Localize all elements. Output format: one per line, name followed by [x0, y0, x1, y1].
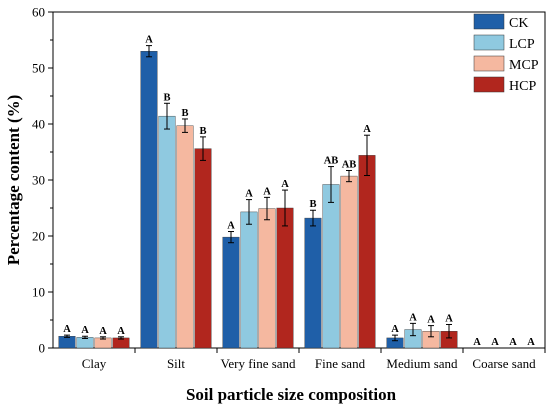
bar-ck — [222, 236, 240, 349]
significance-label: B — [199, 126, 206, 137]
x-category-label: Silt — [167, 356, 185, 371]
significance-label: A — [509, 337, 517, 348]
significance-label: A — [409, 312, 417, 323]
significance-label: AB — [324, 156, 339, 167]
legend-label: MCP — [509, 58, 539, 73]
bar-lcp — [240, 211, 258, 349]
bar-hcp — [358, 155, 376, 349]
significance-label: A — [117, 326, 125, 337]
bar-ck — [58, 336, 76, 349]
bar-ck — [140, 51, 158, 349]
x-category-label: Clay — [82, 356, 107, 371]
legend-swatch-mcp — [473, 55, 505, 72]
bar-hcp — [194, 148, 212, 349]
significance-label: B — [309, 199, 316, 210]
bar-mcp — [258, 208, 276, 349]
significance-label: A — [491, 337, 499, 348]
legend-label: HCP — [509, 79, 536, 94]
x-category-label: Medium sand — [386, 356, 458, 371]
significance-label: A — [245, 189, 253, 200]
legend-label: LCP — [509, 37, 535, 52]
legend-swatch-ck — [473, 13, 505, 30]
y-tick-label: 50 — [32, 61, 45, 76]
y-tick-label: 40 — [32, 117, 45, 132]
significance-label: B — [163, 92, 170, 103]
significance-label: A — [263, 186, 271, 197]
x-category-label: Very fine sand — [220, 356, 296, 371]
bar-ck — [304, 217, 322, 349]
significance-label: A — [473, 337, 481, 348]
bar-mcp — [340, 175, 358, 349]
x-axis-title: Soil particle size composition — [186, 385, 397, 404]
significance-label: A — [63, 324, 71, 335]
bar-lcp — [322, 184, 340, 349]
y-tick-label: 0 — [39, 341, 46, 356]
significance-label: A — [227, 221, 235, 232]
y-axis-title: Percentage content (%) — [4, 95, 23, 266]
legend-label: CK — [509, 16, 528, 31]
x-category-label: Coarse sand — [472, 356, 536, 371]
significance-label: A — [363, 124, 371, 135]
significance-label: A — [145, 35, 153, 46]
bar-mcp — [176, 125, 194, 349]
bar-lcp — [158, 115, 176, 349]
significance-label: AB — [342, 159, 357, 170]
bar-hcp — [276, 207, 294, 349]
significance-label: A — [99, 326, 107, 337]
significance-label: A — [391, 324, 399, 335]
plot-frame — [52, 11, 546, 349]
y-tick-label: 30 — [32, 173, 45, 188]
y-tick-label: 60 — [32, 5, 45, 20]
y-tick-label: 10 — [32, 285, 45, 300]
significance-label: A — [427, 315, 435, 326]
significance-label: A — [445, 313, 453, 324]
significance-label: A — [81, 325, 89, 336]
significance-label: A — [527, 337, 535, 348]
significance-label: B — [181, 108, 188, 119]
significance-label: A — [281, 179, 289, 190]
y-tick-label: 20 — [32, 229, 45, 244]
x-category-label: Fine sand — [315, 356, 366, 371]
legend-swatch-hcp — [473, 76, 505, 93]
legend-swatch-lcp — [473, 34, 505, 51]
